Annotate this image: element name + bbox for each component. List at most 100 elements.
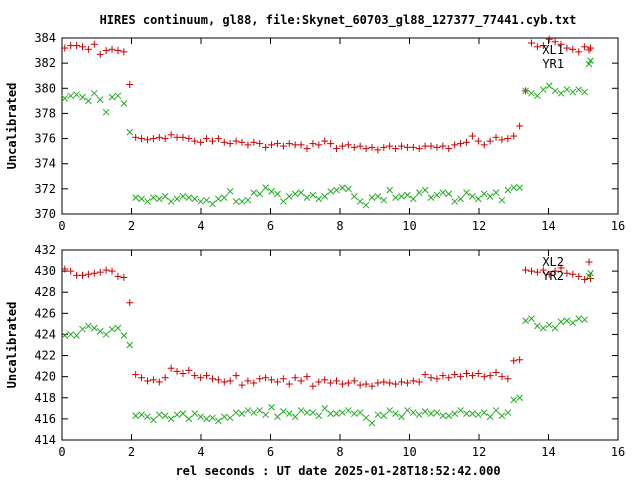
data-point: [480, 409, 488, 416]
cross-marker-b: [173, 195, 181, 203]
cross-marker-b: [291, 413, 299, 421]
data-point: [120, 273, 128, 281]
data-point: [297, 189, 305, 196]
data-point: [539, 266, 547, 274]
data-point: [433, 409, 441, 416]
data-point: [451, 410, 459, 417]
series-xl2: [61, 264, 595, 390]
data-point: [108, 267, 116, 275]
data-point: [545, 321, 553, 329]
cross-marker-b: [433, 409, 441, 416]
data-point: [238, 138, 246, 146]
data-point: [498, 136, 506, 144]
x-tick-label: 2: [128, 445, 135, 459]
cross-marker-b: [161, 193, 169, 200]
cross-marker-b: [303, 194, 311, 202]
data-point: [457, 373, 465, 381]
data-point: [215, 417, 222, 425]
data-point: [321, 137, 329, 145]
cross-marker-b: [191, 195, 199, 203]
series-yr2: [61, 269, 594, 427]
data-point: [285, 193, 293, 200]
cross-marker-b: [415, 411, 423, 419]
data-point: [327, 140, 335, 148]
cross-marker-b: [339, 409, 346, 416]
cross-marker-b: [528, 89, 535, 97]
data-point: [498, 196, 506, 204]
cross-marker-b: [516, 184, 524, 191]
data-point: [132, 412, 140, 420]
data-point: [256, 140, 264, 148]
cross-marker-b: [374, 411, 382, 419]
plot-frame: [61, 249, 619, 441]
cross-marker-b: [404, 191, 411, 199]
data-point: [297, 377, 305, 385]
y-tick-label: 432: [34, 243, 56, 257]
cross-marker-b: [569, 88, 577, 96]
data-point: [457, 195, 464, 203]
data-point: [232, 372, 240, 380]
cross-marker-b: [463, 189, 470, 196]
data-point: [250, 189, 258, 196]
data-point: [533, 43, 541, 51]
data-point: [262, 143, 270, 151]
data-point: [350, 377, 358, 385]
legend-marker: [585, 258, 593, 266]
data-point: [173, 367, 181, 375]
data-point: [126, 128, 134, 136]
data-point: [321, 376, 329, 384]
data-point: [575, 315, 583, 322]
data-point: [309, 382, 317, 390]
cross-marker-b: [61, 332, 69, 339]
data-point: [197, 413, 205, 421]
data-point: [150, 416, 157, 424]
bottom-panel: 0 2 4 6 8 10 12 14 16 414 416 418 420 422 424 426 428 430…: [5, 243, 625, 459]
x-tick-label: 0: [58, 219, 65, 233]
cross-marker-b: [516, 394, 524, 402]
cross-marker-b: [545, 321, 553, 329]
data-point: [273, 378, 281, 386]
cross-marker-b: [469, 410, 476, 417]
series-xl1: [61, 35, 595, 154]
cross-marker-b: [85, 97, 92, 105]
data-point: [256, 407, 264, 414]
cross-marker-b: [457, 407, 464, 414]
data-point: [132, 194, 140, 202]
data-point: [185, 366, 193, 374]
data-point: [114, 92, 122, 100]
data-point: [215, 195, 222, 203]
cross-marker-b: [73, 91, 80, 98]
data-point: [185, 415, 193, 423]
cross-marker-b: [504, 409, 512, 416]
legend-label: YR1: [542, 57, 564, 71]
data-point: [244, 377, 252, 385]
data-point: [457, 140, 465, 148]
data-point: [563, 269, 571, 277]
cross-marker-b: [415, 189, 423, 196]
data-point: [309, 191, 317, 199]
data-point: [321, 193, 329, 200]
cross-marker-b: [226, 414, 234, 422]
data-point: [469, 410, 476, 417]
cross-marker-b: [585, 60, 593, 68]
cross-marker-b: [339, 184, 346, 191]
data-point: [451, 198, 459, 205]
data-point: [79, 43, 87, 51]
cross-marker-b: [303, 409, 311, 416]
cross-marker-b: [262, 411, 269, 419]
cross-marker-b: [474, 195, 482, 203]
cross-marker-b: [102, 331, 110, 338]
data-point: [309, 409, 317, 416]
data-point: [203, 135, 211, 143]
data-point: [155, 411, 163, 419]
data-point: [232, 137, 240, 145]
cross-marker-b: [575, 315, 583, 322]
data-point: [392, 410, 399, 417]
data-point: [380, 412, 388, 420]
cross-marker-b: [244, 407, 252, 414]
cross-marker-b: [144, 198, 151, 205]
data-point: [291, 141, 299, 149]
cross-marker-b: [274, 413, 281, 421]
cross-marker-b: [250, 189, 258, 196]
